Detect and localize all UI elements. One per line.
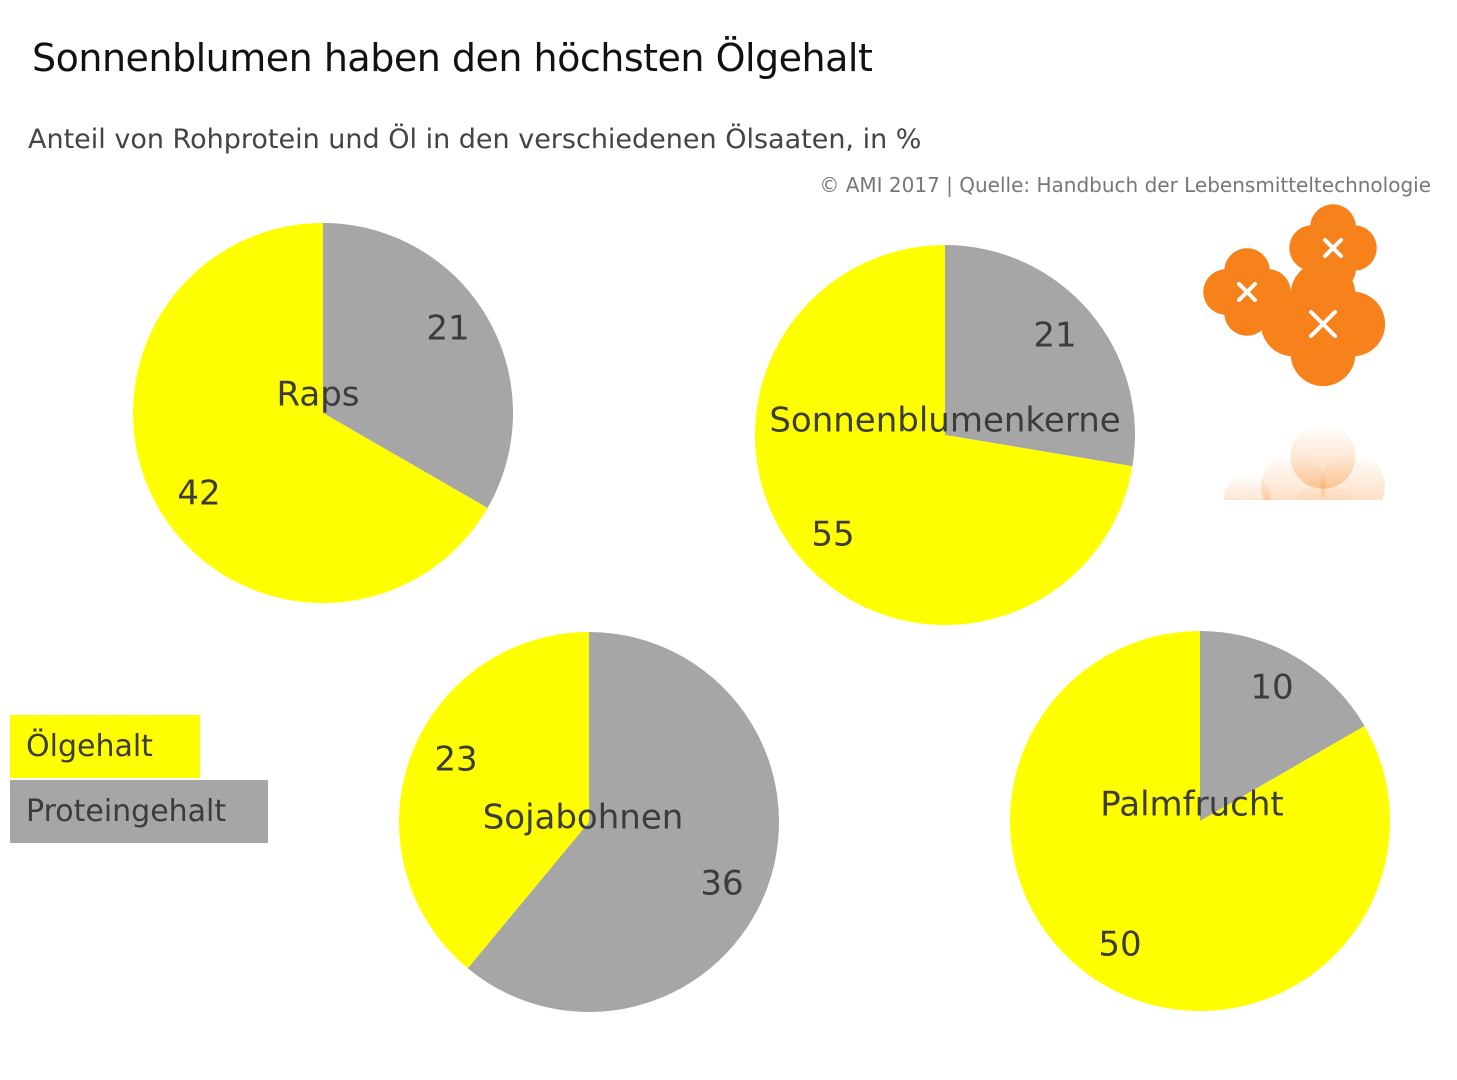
- pie-3-slice-2: [399, 632, 589, 969]
- pie-1-slice-2: [133, 223, 488, 603]
- legend-label-oil: Ölgehalt: [26, 729, 153, 764]
- flower-stars: [1237, 238, 1343, 338]
- flower-logo: [1203, 204, 1386, 500]
- flower-reflection: [1203, 423, 1386, 500]
- pie-4-data-label-1: 10: [1250, 668, 1293, 708]
- pie-1-slice-1: [323, 223, 513, 508]
- pie-3-data-label-1: 36: [700, 864, 743, 904]
- pie-2: 21 55 Sonnenblumenkerne: [754, 245, 1135, 625]
- legend-label-protein: Proteingehalt: [26, 794, 227, 829]
- legend-item-oil: Ölgehalt: [10, 715, 200, 778]
- source-note: © AMI 2017 | Quelle: Handbuch der Lebens…: [819, 173, 1431, 197]
- pie-1: 21 42 Raps: [133, 223, 513, 603]
- legend-item-protein: Proteingehalt: [10, 780, 268, 843]
- pie-2-data-label-2: 55: [811, 515, 854, 555]
- chart-subtitle: Anteil von Rohprotein und Öl in den vers…: [28, 124, 922, 155]
- pie-3-slice-1: [467, 632, 780, 1013]
- pie-4-title: Palmfrucht: [1100, 785, 1283, 825]
- pie-3-data-label-2: 23: [434, 740, 477, 780]
- pie-1-data-label-2: 42: [177, 474, 220, 514]
- pie-2-data-label-1: 21: [1033, 316, 1076, 356]
- pie-2-slice-1: [945, 245, 1135, 467]
- pie-4-data-label-2: 50: [1098, 925, 1141, 965]
- pie-1-title: Raps: [276, 375, 359, 415]
- pie-2-title: Sonnenblumenkerne: [769, 401, 1120, 441]
- pie-1-data-label-1: 21: [426, 309, 469, 349]
- flower-shapes: [1203, 204, 1386, 387]
- pie-3-title: Sojabohnen: [483, 798, 684, 838]
- pie-4-slice-2: [1010, 631, 1390, 1011]
- pie-4: 10 50 Palmfrucht: [1010, 631, 1390, 1011]
- chart-title: Sonnenblumen haben den höchsten Ölgehalt: [32, 36, 873, 80]
- pie-2-slice-2: [754, 245, 1133, 625]
- pie-4-slice-1: [1200, 631, 1365, 821]
